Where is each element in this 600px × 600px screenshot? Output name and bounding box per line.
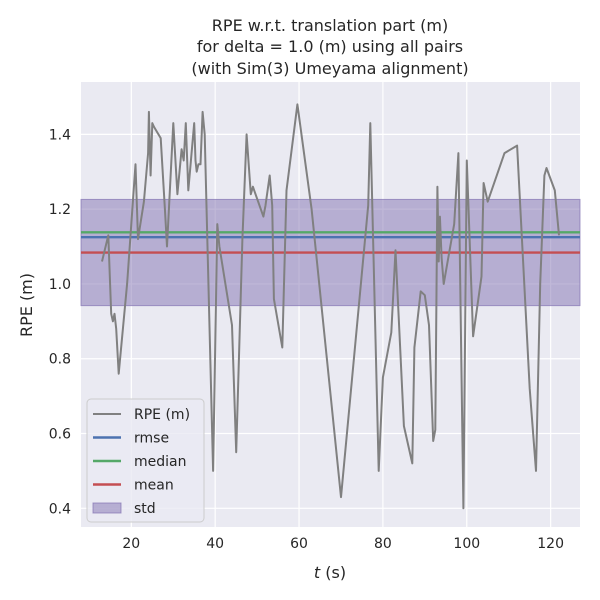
y-tick-label: 1.0 xyxy=(49,277,71,293)
x-tick-label: 40 xyxy=(206,536,224,552)
legend-median-label: median xyxy=(134,454,186,470)
legend-rpe-label: RPE (m) xyxy=(134,407,190,423)
y-tick-label: 0.4 xyxy=(49,501,71,517)
legend-box xyxy=(86,398,205,523)
x-tick-label: 120 xyxy=(537,536,564,552)
x-axis-label-variable: t xyxy=(314,563,321,582)
title-line-1: RPE w.r.t. translation part (m) xyxy=(212,16,448,35)
x-axis-label-unit: (s) xyxy=(320,563,346,582)
x-tick-label: 20 xyxy=(122,536,140,552)
x-tick-label: 80 xyxy=(374,536,392,552)
legend-mean-label: mean xyxy=(134,478,174,494)
chart-title: RPE w.r.t. translation part (m) for delt… xyxy=(191,16,468,78)
statistic-lines xyxy=(81,231,580,254)
legend-std-label: std xyxy=(134,501,156,517)
y-tick-label: 1.4 xyxy=(49,127,71,143)
rpe-line xyxy=(101,103,560,510)
x-tick-label: 100 xyxy=(453,536,480,552)
y-tick-labels: 0.4 0.6 0.8 1.0 1.2 1.4 xyxy=(49,127,71,517)
rpe-series xyxy=(101,103,560,510)
x-tick-labels: 20 40 60 80 100 120 xyxy=(122,536,564,552)
legend-std-swatch xyxy=(92,502,122,514)
legend: RPE (m) rmse median mean std xyxy=(86,398,205,523)
y-tick-label: 0.8 xyxy=(49,352,71,368)
y-tick-label: 0.6 xyxy=(49,427,71,443)
x-axis-label: t (s) xyxy=(314,563,346,582)
x-tick-label: 60 xyxy=(290,536,308,552)
y-tick-label: 1.2 xyxy=(49,202,71,218)
y-axis-label: RPE (m) xyxy=(17,273,36,337)
legend-rmse-label: rmse xyxy=(134,431,169,447)
title-line-3: (with Sim(3) Umeyama alignment) xyxy=(191,59,468,78)
title-line-2: for delta = 1.0 (m) using all pairs xyxy=(197,37,463,56)
